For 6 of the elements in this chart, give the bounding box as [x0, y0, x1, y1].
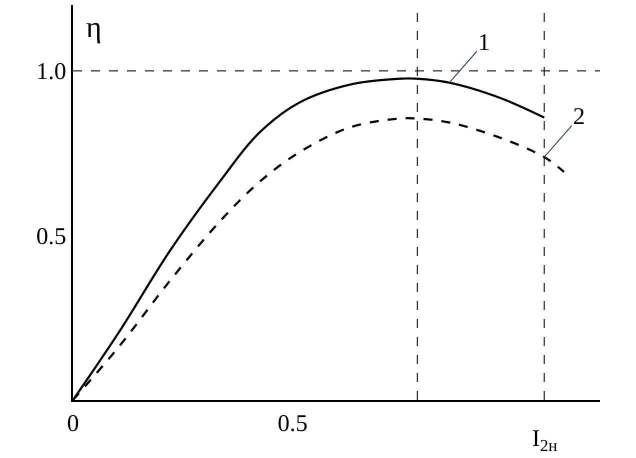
series-label: 2: [573, 104, 585, 130]
x-axis-title: I$_{2н}$: [532, 426, 558, 456]
x-tick-label: 0: [67, 410, 79, 437]
y-axis-title: η: [86, 11, 102, 44]
y-tick-label: 1.0: [36, 59, 66, 86]
series-label: 1: [478, 30, 490, 56]
